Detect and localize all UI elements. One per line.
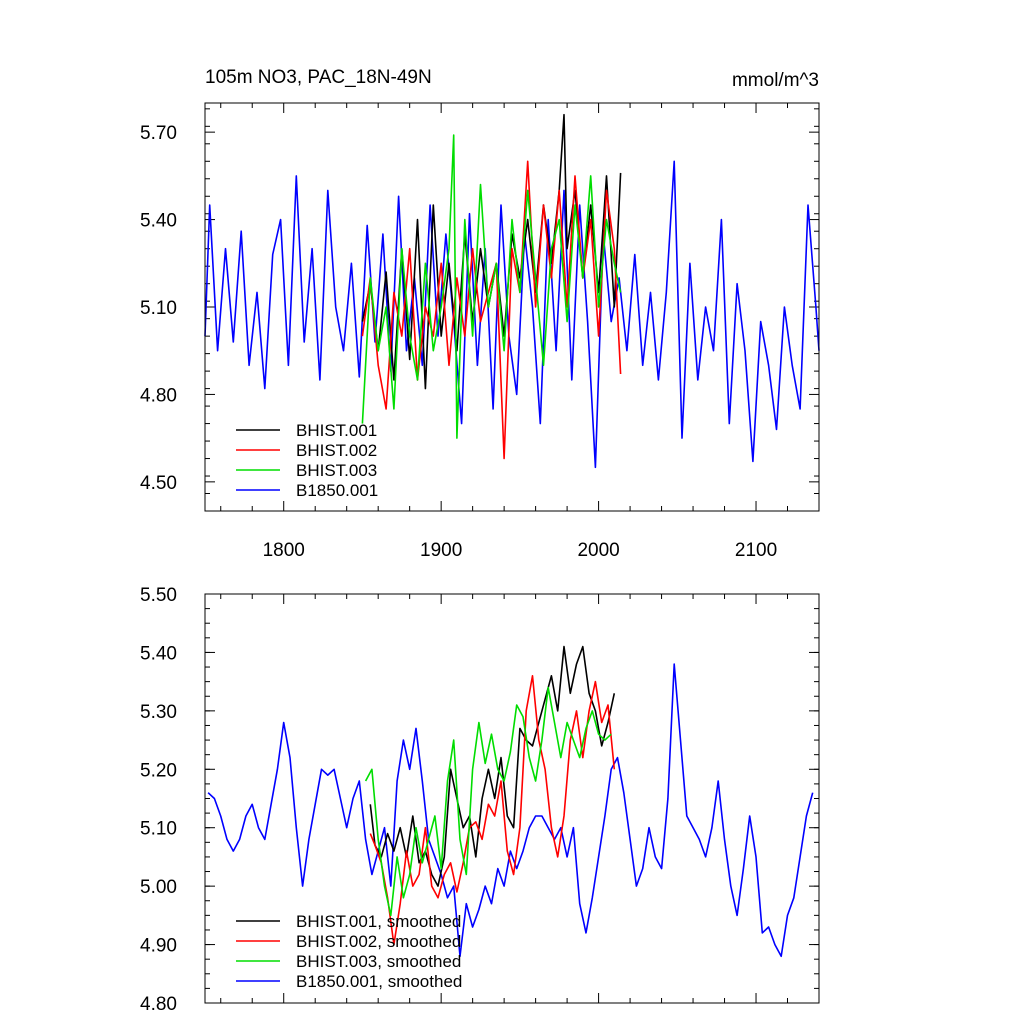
- y-tick-label: 5.30: [140, 702, 177, 723]
- legend-label: BHIST.003, smoothed: [296, 952, 461, 971]
- y-tick-label: 5.00: [140, 877, 177, 898]
- y-tick-label: 5.10: [140, 819, 177, 840]
- series-line-bhist-003-smoothed: [364, 686, 612, 917]
- legend-label: BHIST.002, smoothed: [296, 932, 461, 951]
- series-line-bhist-002-smoothed: [369, 674, 616, 946]
- legend-label: BHIST.001, smoothed: [296, 912, 461, 931]
- y-tick-label: 5.40: [140, 211, 177, 232]
- bottom-panel: 4.80 4.90 5.00 5.10 5.20 5.30 5.40 5.50 BHIST.0…: [140, 585, 820, 1015]
- y-tick-label: 4.80: [140, 385, 177, 406]
- x-tick-label: 1900: [420, 540, 462, 561]
- top-axis-ticks: 1800 1900 2000 2100 4.50 4.80 5.10 5.40 5.70: [140, 103, 820, 561]
- y-tick-label: 4.80: [140, 994, 177, 1015]
- legend-label: BHIST.003: [296, 461, 377, 480]
- x-tick-label: 1800: [263, 540, 305, 561]
- bottom-series-group: [207, 645, 814, 958]
- series-line-bhist-003: [361, 134, 622, 439]
- y-tick-label: 5.70: [140, 123, 177, 144]
- y-tick-label: 4.50: [140, 473, 177, 494]
- bottom-plot-frame: [204, 593, 820, 1004]
- legend-label: B1850.001: [296, 481, 378, 500]
- top-panel: 105m NO3, PAC_18N-49N mmol/m^3 1800 1900 2…: [140, 67, 820, 561]
- legend-label: BHIST.002: [296, 441, 377, 460]
- x-tick-label: 2100: [735, 540, 777, 561]
- series-line-bhist-001-smoothed: [369, 645, 616, 887]
- units-label: mmol/m^3: [732, 70, 819, 91]
- series-line-b1850-001: [204, 160, 820, 469]
- top-plot-frame: [204, 102, 820, 512]
- legend-label: BHIST.001: [296, 421, 377, 440]
- chart-title: 105m NO3, PAC_18N-49N: [205, 67, 432, 88]
- legend-label: B1850.001, smoothed: [296, 972, 462, 991]
- series-line-b1850-001-smoothed: [207, 663, 814, 958]
- bottom-axis-ticks: 4.80 4.90 5.00 5.10 5.20 5.30 5.40 5.50: [140, 585, 820, 1015]
- top-series-group: [204, 113, 820, 469]
- y-tick-label: 5.10: [140, 298, 177, 319]
- y-tick-label: 4.90: [140, 936, 177, 957]
- y-tick-label: 5.20: [140, 760, 177, 781]
- x-tick-label: 2000: [577, 540, 619, 561]
- series-line-bhist-002: [361, 160, 622, 460]
- y-tick-label: 5.40: [140, 643, 177, 664]
- y-tick-label: 5.50: [140, 585, 177, 606]
